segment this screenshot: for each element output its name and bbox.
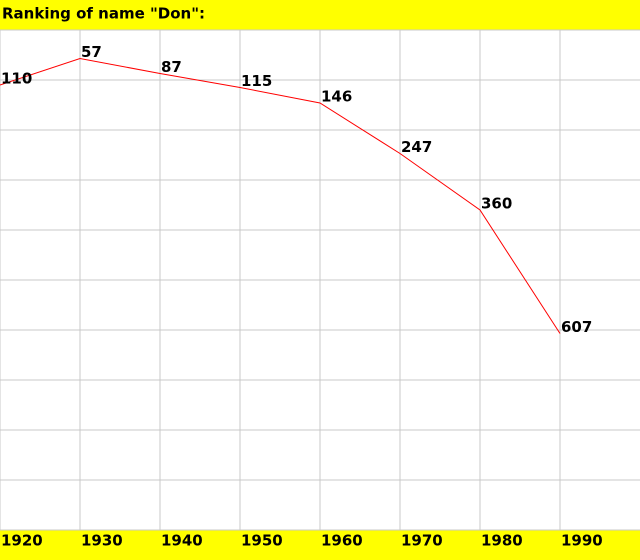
data-label: 115 <box>241 72 272 90</box>
data-label: 57 <box>81 43 102 61</box>
data-label: 146 <box>321 88 352 106</box>
axis-band <box>0 530 640 560</box>
x-tick-label: 1920 <box>1 532 43 550</box>
x-tick-label: 1970 <box>401 532 443 550</box>
title-band <box>0 0 640 30</box>
x-tick-label: 1990 <box>561 532 603 550</box>
chart-title: Ranking of name "Don": <box>2 5 205 23</box>
data-label: 360 <box>481 195 512 213</box>
data-label: 247 <box>401 138 432 156</box>
data-label: 110 <box>1 70 32 88</box>
line <box>0 57 561 334</box>
x-tick-label: 1980 <box>481 532 523 550</box>
x-tick-label: 1930 <box>81 532 123 550</box>
x-tick-label: 1950 <box>241 532 283 550</box>
x-tick-label: 1960 <box>321 532 363 550</box>
x-tick-label: 1940 <box>161 532 203 550</box>
data-label: 607 <box>561 318 592 336</box>
data-label: 87 <box>161 58 182 76</box>
